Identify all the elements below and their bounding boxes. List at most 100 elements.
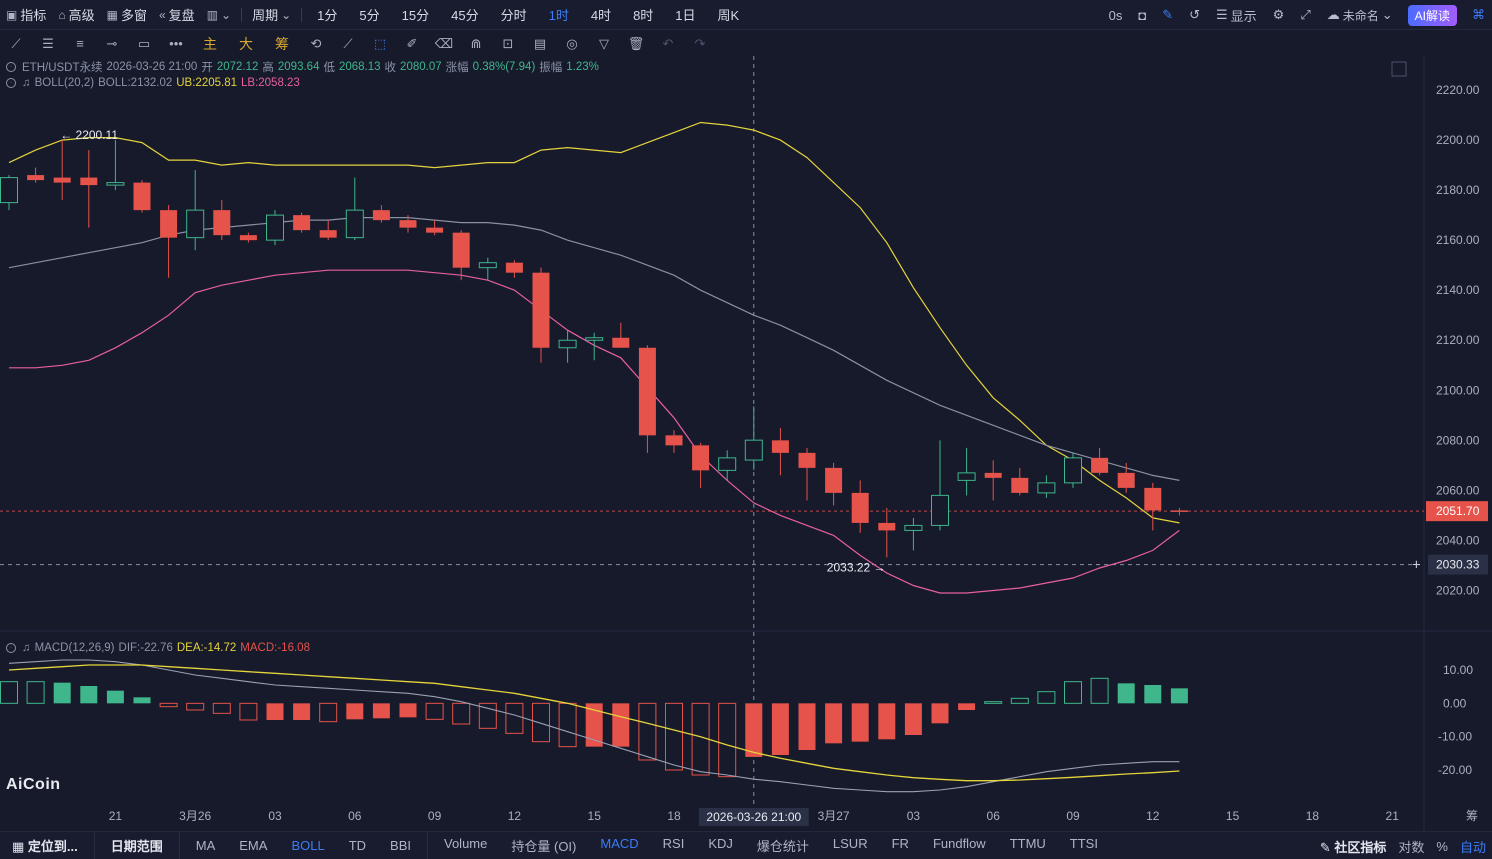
lock-icon[interactable]: ⊡ xyxy=(502,35,514,51)
display-button[interactable]: ☰ 显示 xyxy=(1216,7,1257,24)
time-tick-label: 12 xyxy=(508,809,522,823)
candle-body xyxy=(426,227,444,233)
eye-icon[interactable]: · xyxy=(6,62,16,72)
indicator-button[interactable]: ▣ 指标 xyxy=(6,7,47,24)
expand-icon[interactable] xyxy=(1391,61,1407,77)
sub-indicator-4[interactable]: KDJ xyxy=(708,836,733,851)
macd-histogram-bar xyxy=(718,702,737,778)
share-icon[interactable]: ⌘ xyxy=(1472,7,1485,22)
layout-name-dropdown[interactable]: ☁ 未命名 ⌄ xyxy=(1326,7,1393,23)
pencil-icon[interactable]: ✐ xyxy=(406,35,418,51)
replay-button[interactable]: «复盘 xyxy=(158,7,195,24)
macd-histogram-bar xyxy=(399,703,417,718)
price-tick-label: 2140.00 xyxy=(1436,283,1480,297)
time-tick-label: 09 xyxy=(428,809,442,823)
candle-body xyxy=(319,230,337,238)
trend-line-icon[interactable]: ⟋ xyxy=(11,35,21,51)
interval-0[interactable]: 1分 xyxy=(317,8,338,23)
main-indicator-ema[interactable]: EMA xyxy=(239,838,268,853)
interval-3[interactable]: 45分 xyxy=(451,8,479,23)
candle-body xyxy=(612,337,630,348)
measure-icon[interactable]: ⟋ xyxy=(343,35,353,51)
magnet-icon[interactable]: ⋒ xyxy=(470,35,482,51)
sub-indicator-7[interactable]: FR xyxy=(891,836,909,851)
auto-scale-toggle[interactable]: 自动 xyxy=(1459,839,1486,855)
candle-body xyxy=(984,472,1002,478)
fullscreen-icon[interactable]: ⤢ xyxy=(1300,7,1311,22)
big-order-tool[interactable]: 大 xyxy=(239,35,253,52)
main-indicator-boll[interactable]: BOLL xyxy=(291,838,325,853)
dots-icon[interactable]: ••• xyxy=(169,36,183,51)
sub-indicator-9[interactable]: TTMU xyxy=(1009,836,1046,851)
sub-indicator-0[interactable]: Volume xyxy=(444,836,488,851)
rectangle-icon[interactable]: ▭ xyxy=(137,35,151,51)
drawing-toolbar: ⟋ ☰ ≡ ⊸ ▭ ••• 主 大 筹 ⟲ ⟋ ⬚ ✐ ⌫ ⋒ ⊡ ▤ ◎ ▽ … xyxy=(0,30,1492,57)
sub-indicator-2[interactable]: MACD xyxy=(600,836,639,851)
ruler-icon[interactable]: ▤ xyxy=(533,35,547,51)
sub-indicator-6[interactable]: LSUR xyxy=(832,836,868,851)
hide-icon[interactable]: ◎ xyxy=(566,35,578,51)
percent-scale-toggle[interactable]: % xyxy=(1436,838,1448,854)
sub-indicator-1[interactable]: 持仓量 (OI) xyxy=(511,839,577,854)
redo-icon[interactable]: ↷ xyxy=(694,35,706,51)
community-indicators-button[interactable]: ✎ 社区指标 xyxy=(1319,839,1387,855)
undo-icon[interactable]: ↶ xyxy=(662,35,674,51)
macd-histogram-bar xyxy=(53,682,71,704)
eye-icon[interactable]: · xyxy=(6,78,16,88)
sync-icon[interactable]: ⟲ xyxy=(310,35,322,51)
interval-7[interactable]: 8时 xyxy=(633,8,654,23)
macd-histogram-bar xyxy=(133,697,151,704)
boll-upper-line xyxy=(8,121,1180,524)
period-dropdown[interactable]: 周期 ⌄ xyxy=(252,7,292,24)
bell-icon[interactable]: ♫ xyxy=(22,642,31,654)
crosshair-price-label: 2030.33 xyxy=(1436,558,1480,572)
price-tick-label: 2040.00 xyxy=(1436,533,1480,547)
camera-icon[interactable]: ◘ xyxy=(1138,7,1147,23)
chart-type-button[interactable]: ▥ ⌄ xyxy=(201,0,237,30)
ai-interpret-button[interactable]: AI解读 xyxy=(1407,4,1457,26)
log-scale-toggle[interactable]: 对数 xyxy=(1398,839,1425,855)
select-icon[interactable]: ⬚ xyxy=(373,35,387,51)
goto-button[interactable]: ▦ 定位到... xyxy=(12,839,78,854)
time-tick-label: 18 xyxy=(667,809,681,823)
macd-tick-label: 0.00 xyxy=(1443,696,1467,710)
sub-indicator-10[interactable]: TTSI xyxy=(1069,836,1098,851)
interval-1[interactable]: 5分 xyxy=(359,8,380,23)
candle-body xyxy=(1117,472,1135,488)
crosshair-time-label: 2026-03-26 21:00 xyxy=(706,810,801,824)
date-range-button[interactable]: 日期范围 xyxy=(110,839,163,854)
time-tick-label: 06 xyxy=(987,809,1001,823)
main-indicator-ma[interactable]: MA xyxy=(195,838,216,853)
main-indicator-bbi[interactable]: BBI xyxy=(390,838,411,853)
interval-2[interactable]: 15分 xyxy=(401,8,430,23)
eraser-icon[interactable]: ⌫ xyxy=(434,35,454,51)
main-indicator-td[interactable]: TD xyxy=(348,838,367,853)
bell-icon[interactable]: ♫ xyxy=(22,77,31,89)
eye-icon[interactable]: · xyxy=(6,643,16,653)
filter-icon[interactable]: ▽ xyxy=(599,35,609,51)
interval-9[interactable]: 周K xyxy=(717,8,740,23)
main-force-tool[interactable]: 主 xyxy=(203,35,217,52)
sub-indicator-3[interactable]: RSI xyxy=(662,836,685,851)
interval-6[interactable]: 4时 xyxy=(590,8,612,23)
chip-tool[interactable]: 筹 xyxy=(275,35,289,52)
advanced-button[interactable]: ⌂ 高级 xyxy=(58,7,95,24)
multiwindow-button[interactable]: ▦ 多窗 xyxy=(106,7,147,24)
trash-icon[interactable]: 🗑 xyxy=(627,35,645,51)
candle-body xyxy=(692,445,710,471)
sub-indicator-8[interactable]: Fundflow xyxy=(932,836,986,851)
interval-8[interactable]: 1日 xyxy=(675,8,696,23)
interval-5[interactable]: 1时 xyxy=(548,8,569,23)
price-chart[interactable]: 2220.00 2200.00 2180.00 2160.00 2140.00 2120.… xyxy=(0,56,1492,831)
parallel-lines-icon[interactable]: ☰ xyxy=(42,35,54,51)
plus-icon: + xyxy=(1412,557,1421,574)
divider xyxy=(241,7,243,22)
pen-icon[interactable]: ✎ xyxy=(1162,7,1174,22)
advanced-icon: ⌂ xyxy=(58,7,66,22)
undo-icon[interactable]: ↺ xyxy=(1189,7,1200,22)
settings-icon[interactable]: ⚙ xyxy=(1272,7,1285,22)
interval-4[interactable]: 分时 xyxy=(500,8,527,23)
horizontal-ray-icon[interactable]: ⊸ xyxy=(106,35,118,51)
sub-indicator-5[interactable]: 爆仓统计 xyxy=(756,839,809,854)
horizontal-lines-icon[interactable]: ≡ xyxy=(76,36,84,51)
